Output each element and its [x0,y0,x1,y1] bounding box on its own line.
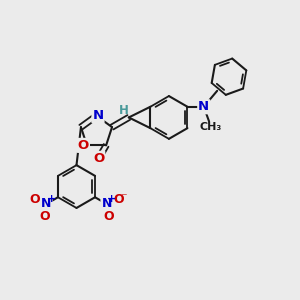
Text: N: N [41,197,52,210]
Text: O: O [113,193,124,206]
Text: O: O [39,210,50,223]
Text: O: O [29,193,40,206]
Text: N: N [198,100,209,113]
Text: ⁻: ⁻ [121,191,127,204]
Text: +: + [47,194,56,205]
Text: CH₃: CH₃ [200,122,222,132]
Text: N: N [101,197,112,210]
Text: ⁻: ⁻ [40,216,46,229]
Text: O: O [93,152,104,165]
Text: O: O [78,139,89,152]
Text: N: N [92,109,104,122]
Text: +: + [107,194,117,205]
Text: O: O [103,210,114,223]
Text: H: H [118,104,128,117]
